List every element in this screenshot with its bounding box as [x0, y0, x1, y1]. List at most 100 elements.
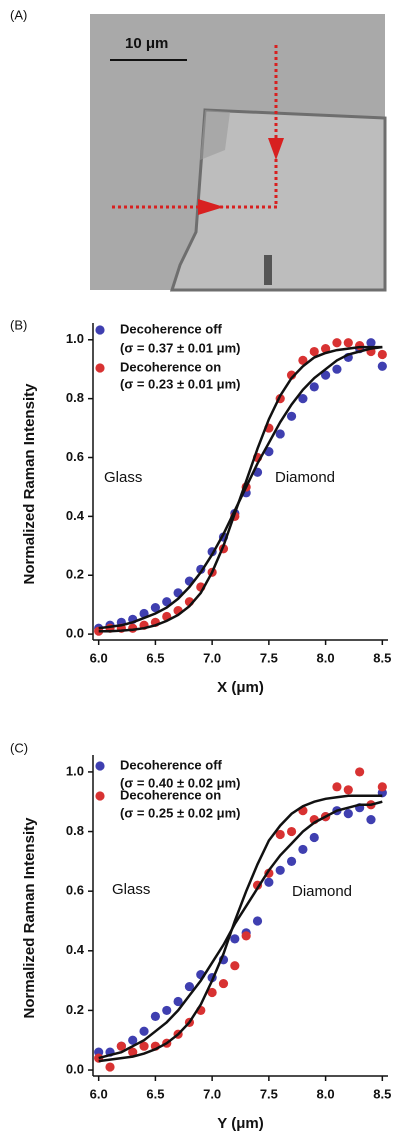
legend-marker	[95, 325, 105, 335]
point	[162, 597, 172, 607]
point	[286, 856, 297, 866]
point	[332, 338, 342, 348]
legend-marker	[95, 761, 105, 771]
point	[252, 916, 263, 926]
x-tick-label: 6.5	[146, 650, 164, 665]
x-tick-label: 7.5	[260, 1086, 278, 1101]
x-tick-label: 7.0	[203, 650, 221, 665]
legend-marker	[95, 791, 105, 801]
point	[139, 1041, 149, 1051]
annotation: Diamond	[292, 883, 352, 900]
point	[309, 346, 319, 357]
x-tick-label: 7.5	[260, 650, 278, 665]
diamond-region	[169, 108, 387, 292]
point	[377, 782, 387, 792]
point	[275, 429, 285, 439]
legend-marker	[95, 363, 105, 373]
point	[298, 394, 308, 404]
point	[355, 341, 365, 351]
x-tick-label: 8.5	[373, 1086, 391, 1101]
point	[366, 815, 376, 825]
point	[230, 961, 240, 971]
point	[241, 931, 251, 941]
x-tick-label: 6.5	[146, 1086, 164, 1101]
panel-label: (A)	[10, 7, 27, 22]
y-tick-label: 0.0	[66, 626, 84, 641]
point	[377, 349, 387, 360]
point	[355, 767, 365, 777]
point	[128, 1035, 138, 1045]
image-panel: (A) 10 μm	[10, 7, 387, 292]
point	[332, 782, 342, 792]
x-axis-label: Y (μm)	[217, 1115, 263, 1132]
panel-label: (B)	[10, 317, 27, 332]
point	[298, 355, 308, 365]
legend-label: Decoherence off	[120, 757, 223, 772]
scale-bar-label: 10 μm	[125, 35, 168, 52]
point	[184, 981, 195, 992]
point	[173, 996, 183, 1007]
arrow-head	[268, 138, 284, 160]
y-tick-label: 0.8	[66, 823, 84, 838]
point	[286, 826, 297, 837]
y-tick-label: 0.2	[66, 1002, 84, 1017]
fit-line	[98, 345, 383, 633]
point	[309, 832, 319, 843]
annotation: Glass	[112, 881, 150, 898]
point	[116, 1041, 126, 1051]
y-axis-label: Normalized Raman Intensity	[21, 383, 38, 585]
y-tick-label: 0.4	[66, 942, 85, 957]
point	[230, 934, 240, 944]
x-tick-label: 8.0	[317, 650, 335, 665]
legend-label: Decoherence on	[120, 787, 221, 802]
y-tick-label: 1.0	[66, 331, 84, 346]
point	[275, 865, 285, 875]
legend-subtitle: (σ = 0.40 ± 0.02 μm)	[120, 775, 240, 790]
x-tick-label: 6.0	[90, 650, 108, 665]
point	[343, 338, 353, 348]
point	[320, 370, 331, 380]
point	[218, 978, 229, 989]
legend-subtitle: (σ = 0.23 ± 0.01 μm)	[120, 376, 240, 391]
legend-subtitle: (σ = 0.37 ± 0.01 μm)	[120, 340, 240, 355]
y-tick-label: 1.0	[66, 763, 84, 778]
y-tick-label: 0.2	[66, 567, 84, 582]
point	[377, 361, 387, 371]
y-tick-label: 0.0	[66, 1061, 84, 1076]
defect	[264, 255, 272, 285]
point	[366, 338, 376, 348]
point	[286, 411, 297, 421]
point	[162, 1005, 172, 1016]
arrow-head	[198, 199, 224, 215]
point	[139, 1026, 149, 1036]
point	[207, 987, 217, 998]
point	[343, 785, 353, 795]
legend-label: Decoherence off	[120, 321, 223, 336]
point	[105, 1062, 115, 1072]
point	[332, 364, 342, 374]
point	[298, 844, 308, 855]
x-tick-label: 8.0	[317, 1086, 335, 1101]
edge-texture	[200, 110, 230, 160]
legend-subtitle: (σ = 0.25 ± 0.02 μm)	[120, 805, 240, 820]
y-tick-label: 0.8	[66, 390, 84, 405]
point	[309, 382, 319, 392]
x-tick-label: 6.0	[90, 1086, 108, 1101]
annotation: Glass	[104, 469, 142, 486]
point	[264, 877, 274, 887]
y-tick-label: 0.6	[66, 883, 84, 898]
point	[150, 603, 161, 613]
x-axis-label: X (μm)	[217, 679, 264, 696]
point	[275, 829, 285, 840]
y-tick-label: 0.6	[66, 449, 84, 464]
annotation: Diamond	[275, 469, 335, 486]
legend-label: Decoherence on	[120, 359, 221, 374]
point	[128, 1047, 138, 1057]
y-tick-label: 0.4	[66, 508, 85, 523]
x-tick-label: 8.5	[373, 650, 391, 665]
fit-line	[98, 800, 383, 1060]
point	[150, 1011, 161, 1021]
x-tick-label: 7.0	[203, 1086, 221, 1101]
point	[343, 809, 353, 819]
